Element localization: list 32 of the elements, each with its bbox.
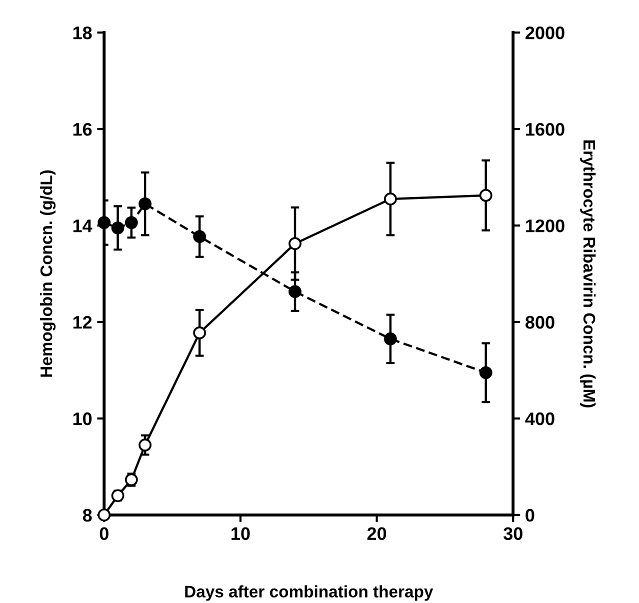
y2-tick-label: 800 xyxy=(525,316,554,329)
point xyxy=(193,230,206,244)
y2-axis-title: Erythrocyte Ribavirin Concn. (µM) xyxy=(580,140,596,408)
point xyxy=(479,188,492,202)
y2-tick-label: 1200 xyxy=(526,219,564,232)
point xyxy=(288,285,302,298)
y-tick-label: 10 xyxy=(73,412,92,426)
y2-tick-label: 1600 xyxy=(526,122,564,136)
x-axis-title: Days after combination therapy xyxy=(185,585,434,601)
y-tick-label: 8 xyxy=(82,508,92,522)
x-tick-label: 10 xyxy=(232,527,250,540)
point xyxy=(288,237,302,250)
point xyxy=(384,192,397,206)
y-axis-title: Hemoglobin Concn. (g/dL) xyxy=(40,170,56,377)
point xyxy=(384,332,397,346)
y-tick-label: 18 xyxy=(73,26,92,40)
y2-tick-label: 0 xyxy=(526,508,534,522)
point xyxy=(138,438,152,452)
point xyxy=(479,366,492,380)
point xyxy=(193,326,206,340)
x-tick-label: 0 xyxy=(100,527,108,540)
point xyxy=(111,489,124,502)
y-tick-label: 12 xyxy=(73,316,92,329)
y-tick-label: 16 xyxy=(73,122,92,136)
point xyxy=(138,197,152,210)
point xyxy=(124,216,138,230)
point xyxy=(111,221,124,234)
y-tick-label: 14 xyxy=(73,220,92,232)
x-tick-label: 20 xyxy=(367,527,386,540)
x-tick-label: 30 xyxy=(503,527,522,540)
y2-tick-label: 2000 xyxy=(526,26,564,40)
y2-tick-label: 400 xyxy=(525,412,554,426)
